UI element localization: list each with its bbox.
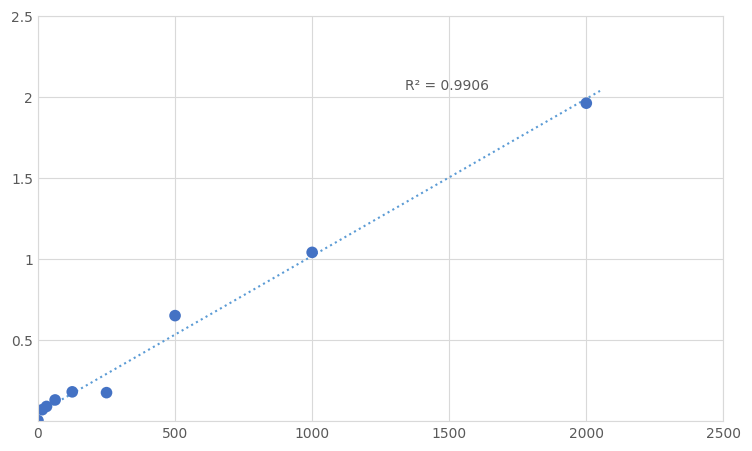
Point	[49, 396, 61, 404]
Point	[32, 417, 44, 424]
Point	[41, 403, 53, 410]
Point	[306, 249, 318, 257]
Point	[66, 388, 78, 396]
Point	[581, 100, 593, 107]
Text: R² = 0.9906: R² = 0.9906	[405, 78, 490, 92]
Point	[169, 312, 181, 319]
Point	[36, 406, 48, 414]
Point	[101, 389, 113, 396]
